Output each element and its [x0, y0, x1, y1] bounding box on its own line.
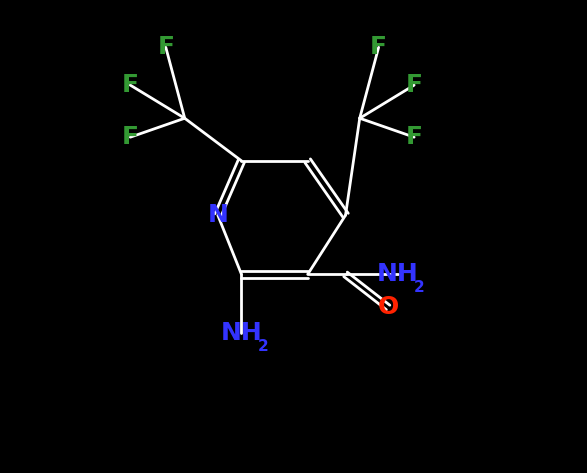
Text: F: F	[406, 73, 423, 97]
Text: F: F	[157, 35, 174, 59]
Text: O: O	[377, 296, 399, 319]
Text: F: F	[122, 125, 139, 149]
Text: F: F	[122, 73, 139, 97]
Text: N: N	[207, 203, 228, 227]
Text: 2: 2	[413, 280, 424, 295]
Text: NH: NH	[377, 263, 419, 286]
Text: 2: 2	[257, 339, 268, 354]
Text: F: F	[370, 35, 387, 59]
Text: F: F	[406, 125, 423, 149]
Text: NH: NH	[221, 322, 262, 345]
